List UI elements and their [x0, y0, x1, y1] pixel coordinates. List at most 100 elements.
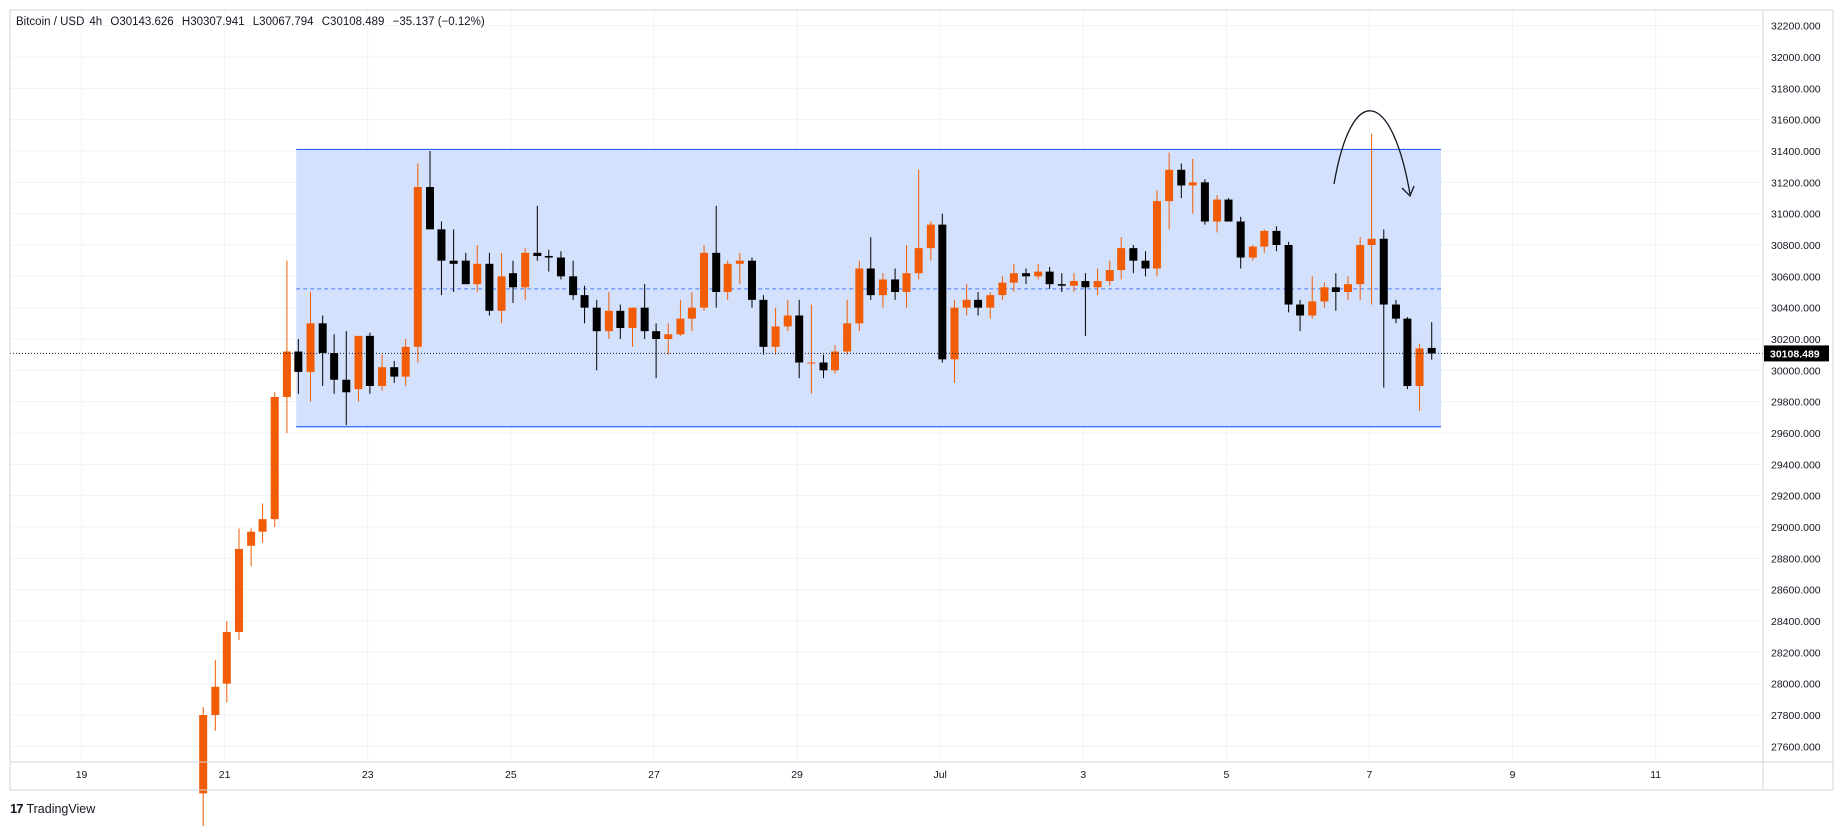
candle-body — [1117, 248, 1126, 271]
candle-body — [473, 263, 482, 285]
y-tick-label: 28400.000 — [1771, 616, 1821, 628]
candle-body — [640, 307, 649, 332]
candle-body — [676, 318, 685, 335]
candle-body — [426, 187, 435, 230]
candle-body — [878, 279, 887, 296]
annotation-arrow[interactable] — [1333, 110, 1415, 198]
y-axis-labels[interactable]: 32200.000 32000.000 31800.000 31600.000 3140… — [1771, 21, 1821, 754]
candle — [1379, 229, 1388, 388]
candle-body — [1415, 348, 1424, 386]
candle — [1045, 266, 1054, 289]
candle-body — [735, 260, 744, 264]
candle — [1105, 260, 1114, 286]
candle — [723, 260, 732, 300]
candle — [700, 245, 709, 311]
candle — [1284, 241, 1293, 313]
y-tick-label: 31600.000 — [1771, 115, 1821, 127]
candle-body — [1308, 301, 1317, 316]
ohlc-change: −35.137 (−0.12%) — [392, 16, 485, 28]
candle — [533, 205, 542, 261]
candle — [1344, 276, 1353, 300]
axes — [9, 9, 1834, 791]
candle — [807, 304, 816, 394]
candle-body — [1260, 230, 1269, 247]
candle-body — [318, 323, 327, 354]
candle-body — [1141, 260, 1150, 269]
candle — [354, 335, 363, 402]
candle — [914, 169, 923, 280]
candle-body — [891, 279, 900, 292]
x-tick-label: 19 — [76, 769, 88, 781]
candle-body — [866, 268, 875, 296]
candle — [378, 354, 387, 391]
candle — [855, 260, 864, 332]
candle — [1034, 263, 1043, 280]
y-tick-label: 28000.000 — [1771, 679, 1821, 691]
candle-body — [628, 307, 637, 329]
candle — [461, 252, 470, 285]
candle-body — [819, 362, 828, 371]
candle-body — [592, 307, 601, 332]
candle — [497, 252, 506, 324]
candle-body — [986, 295, 995, 308]
candle-body — [950, 307, 959, 360]
candle — [485, 252, 494, 316]
candle — [819, 354, 828, 379]
candle — [783, 299, 792, 332]
ohlc-high: H30307.941 — [181, 16, 245, 28]
candle-body — [390, 367, 399, 377]
candle-body — [330, 353, 339, 380]
candle-body — [1188, 182, 1197, 186]
candle-body — [569, 276, 578, 296]
candle — [747, 257, 756, 308]
x-axis-labels[interactable]: 19 21 23 25 27 29 Jul 3 5 7 9 11 — [76, 769, 1662, 781]
candle-body — [485, 263, 494, 311]
candle-body — [378, 367, 387, 386]
candle-body — [1331, 287, 1340, 292]
candle — [1320, 282, 1329, 308]
last-price-label: 30108.489 — [1764, 345, 1829, 362]
y-tick-label: 28200.000 — [1771, 647, 1821, 659]
candles — [199, 133, 1436, 826]
candle-body — [998, 282, 1007, 296]
x-tick-label: 3 — [1080, 769, 1086, 781]
candle-body — [199, 715, 208, 794]
candle — [891, 268, 900, 300]
candle-body — [1344, 284, 1353, 292]
candle — [1129, 245, 1138, 274]
brand-logo[interactable]: 17 TradingView — [10, 801, 95, 816]
candle-body — [354, 335, 363, 390]
candle-body — [783, 315, 792, 327]
candle-body — [1165, 169, 1174, 202]
candle-body — [1081, 281, 1090, 288]
candle-body — [1057, 284, 1066, 286]
symbol-name: Bitcoin / USD — [16, 16, 85, 28]
candle-body — [914, 248, 923, 274]
candle-body — [1284, 245, 1293, 305]
x-tick-label: 5 — [1223, 769, 1229, 781]
candle-body — [1272, 230, 1281, 245]
candle-body — [258, 519, 267, 532]
candle-body — [723, 263, 732, 292]
candle — [473, 245, 482, 292]
last-price-text: 30108.489 — [1770, 348, 1820, 360]
y-tick-label: 31400.000 — [1771, 146, 1821, 158]
candle — [676, 299, 685, 336]
symbol-header[interactable]: Bitcoin / USD 4h O30143.626 H30307.941 L3… — [16, 16, 490, 28]
candle — [843, 299, 852, 355]
candle-body — [580, 295, 589, 308]
candle — [1057, 273, 1066, 292]
candle-body — [795, 315, 804, 363]
candle — [342, 331, 351, 426]
candle — [1009, 263, 1018, 292]
candle-body — [509, 273, 518, 288]
candle-body — [1236, 221, 1245, 258]
candle — [1152, 190, 1161, 277]
candle-body — [830, 351, 839, 371]
y-tick-label: 31000.000 — [1771, 209, 1821, 221]
x-tick-label: 29 — [791, 769, 803, 781]
candle — [664, 323, 673, 355]
candle — [1308, 276, 1317, 319]
candle — [1427, 322, 1436, 360]
